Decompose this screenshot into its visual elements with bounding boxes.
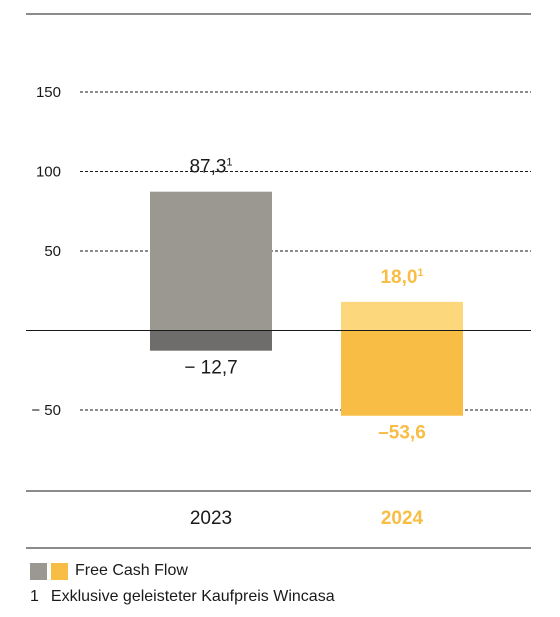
data-label-positive-2023: 87,31 [189,157,232,178]
bar-negative-2024 [341,330,463,416]
footnote-text: Exklusive geleisteter Kaufpreis Wincasa [50,588,335,605]
footnote-number: 1 [30,588,39,605]
y-tick-label: 50 [44,243,61,260]
footnote: 1 Exklusive geleisteter Kaufpreis Wincas… [30,588,335,606]
legend-swatch-2023 [30,562,47,580]
x-category-label-2023: 2023 [190,508,232,529]
bar-positive-2023 [150,191,272,331]
legend: Free Cash Flow [30,562,188,580]
bar-negative-2023 [150,330,272,351]
y-tick-label: 100 [36,164,61,181]
x-category-label-2024: 2024 [381,508,424,529]
data-label-negative-2024: –53,6 [378,423,426,444]
legend-swatch-2024 [51,562,68,580]
data-label-positive-2024: 18,01 [380,267,423,288]
y-tick-label: 150 [36,84,61,101]
data-label-negative-2023: − 12,7 [184,358,237,379]
bar-positive-2024 [341,301,463,331]
legend-label: Free Cash Flow [75,562,188,579]
free-cash-flow-chart: 150 100 50 − 50 87,31 − 12,7 18,01 –53,6 2023 2… [26,13,531,549]
y-tick-label: − 50 [31,402,61,419]
